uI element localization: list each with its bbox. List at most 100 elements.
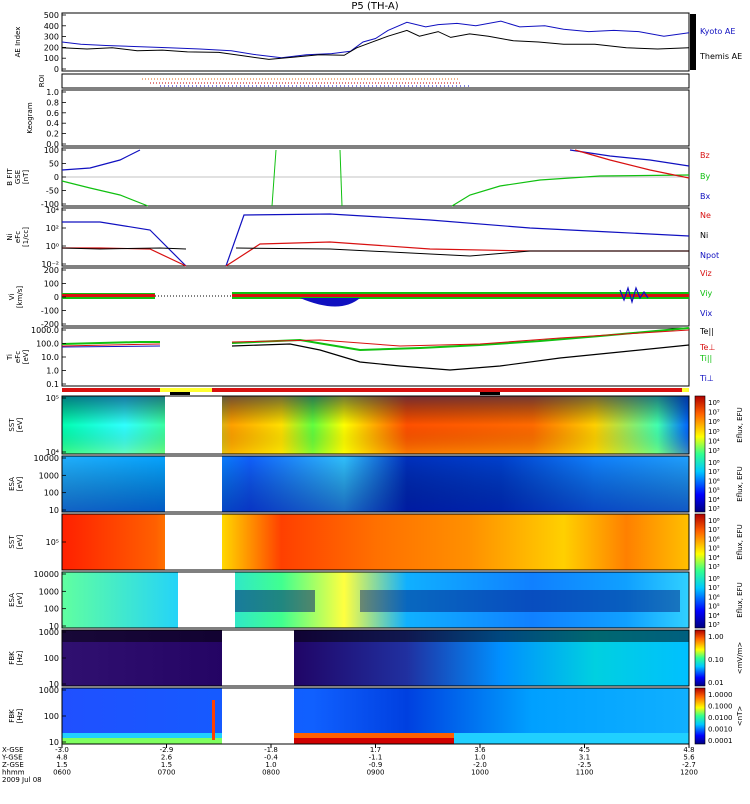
- colorbar-tick: 10⁷: [708, 409, 720, 417]
- panel-b-field: -100 -50 0 50 100 B FIT GSE [nT] Bz By Bx: [6, 146, 710, 209]
- xtick-label: -1.8: [264, 746, 278, 754]
- colorbar-label: <nT>: [736, 706, 744, 727]
- colorbar-tick: 10⁸: [708, 459, 720, 467]
- colorbar-tick: 10⁸: [708, 575, 720, 583]
- s3-ylabel-2: [eV]: [16, 534, 24, 549]
- ytick-label: -100: [41, 200, 59, 209]
- panel-density: 10⁻² 10⁰ 10² 10⁴ Ni eFc [1/cc] Ne Ni Npot: [6, 206, 719, 269]
- legend-ne: Ne: [700, 211, 711, 220]
- ytick-label: 1.0: [46, 367, 59, 376]
- ytick-label: -100: [41, 307, 59, 316]
- ytick-label: 10000: [34, 570, 59, 579]
- s4-ylabel-2: [eV]: [16, 592, 24, 607]
- colorbar-tick: 10⁴: [708, 612, 720, 620]
- legend-bx: Bx: [700, 192, 710, 201]
- xaxis-row-label: X-GSE: [2, 746, 24, 754]
- xtick-label: 0600: [53, 769, 71, 777]
- ytick-label: 0.2: [46, 130, 59, 139]
- xtick-label: 1.5: [161, 761, 172, 769]
- colorbar-tick: 10⁴: [708, 496, 720, 504]
- v-ylabel-2: [km/s]: [16, 286, 24, 309]
- colorbar-tick: 10³: [708, 563, 720, 571]
- ytick-label: 1000: [39, 628, 59, 637]
- ytick-label: 500: [44, 11, 59, 20]
- s4-ylabel-1: ESA: [8, 593, 16, 607]
- colorbar-tick: 1.00: [708, 633, 724, 641]
- colorbar-2: [694, 629, 706, 687]
- panel-esa-1: 10 100 1000 10000 ESA [eV]: [8, 454, 690, 515]
- colorbar-tick: 10³: [708, 447, 720, 455]
- s1-ylabel-1: SST: [8, 418, 16, 432]
- legend-viz: Viz: [700, 269, 712, 278]
- colorbar-label: Eflux, EFU: [736, 582, 744, 617]
- ytick-label: 10⁵: [46, 538, 59, 547]
- ytick-label: 300: [44, 33, 59, 42]
- t-ylabel-1: Ti: [6, 354, 14, 361]
- s3-ylabel-1: SST: [8, 535, 16, 549]
- xtick-label: 1.7: [370, 746, 381, 754]
- t-ylabel-3: [eV]: [22, 349, 30, 364]
- xaxis-row-label: Z-GSE: [2, 761, 24, 769]
- xtick-label: -2.5: [578, 761, 592, 769]
- ytick-label: 10.0: [41, 353, 59, 362]
- xtick-label: 1.0: [265, 761, 276, 769]
- xtick-label: 2.6: [161, 754, 173, 762]
- colorbar-tick: 10⁶: [708, 593, 720, 601]
- xtick-label: 0900: [367, 769, 385, 777]
- panel-esa-2: 10 100 1000 10000 ESA [eV]: [8, 570, 690, 631]
- legend-themis-ae: Themis AE: [699, 52, 742, 61]
- legend-by: By: [700, 172, 710, 181]
- colorbar-tick: 10⁵: [708, 487, 720, 495]
- ytick-label: 200: [44, 266, 59, 275]
- ytick-label: 1000: [39, 587, 59, 596]
- xtick-label: 1200: [680, 769, 698, 777]
- ytick-label: 100: [44, 146, 59, 155]
- ytick-label: 100: [44, 712, 59, 721]
- colorbar-tick: 10⁸: [708, 399, 720, 407]
- ytick-label: 100.0: [36, 340, 59, 349]
- f2-ylabel-2: [Hz]: [16, 709, 24, 724]
- panel-temperature: 0.1 1.0 10.0 100.0 1000.0 Ti eFc [eV] Te|| T…: [6, 326, 715, 389]
- ytick-label: 10000: [34, 454, 59, 463]
- colorbar-tick: 10⁸: [708, 517, 720, 525]
- colorbar-tick: 10⁵: [708, 428, 720, 436]
- ytick-label: 100: [44, 654, 59, 663]
- xtick-label: -2.7: [682, 761, 696, 769]
- ytick-label: 100: [44, 605, 59, 614]
- s2-ylabel-1: ESA: [8, 477, 16, 491]
- ytick-label: 10⁴: [46, 206, 59, 215]
- ytick-label: 0: [54, 65, 59, 74]
- ytick-label: 0.6: [46, 109, 59, 118]
- xtick-label: 0800: [262, 769, 280, 777]
- colorbar-tick: 10⁵: [708, 603, 720, 611]
- ytick-label: 1.0: [46, 88, 59, 97]
- xtick-label: -3.0: [55, 746, 69, 754]
- n-ylabel-2: eFc: [14, 231, 22, 243]
- ytick-label: 0: [54, 293, 59, 302]
- keogram-ylabel: Keogram: [26, 102, 34, 133]
- ytick-label: 1000: [39, 471, 59, 480]
- ytick-label: 10²: [46, 224, 59, 233]
- panel-fbk-2: 10 100 1000 FBK [Hz]: [8, 686, 690, 747]
- ytick-label: 100: [44, 280, 59, 289]
- xtick-label: 1.0: [474, 754, 485, 762]
- xtick-label: 1000: [471, 769, 489, 777]
- ytick-label: 100: [44, 489, 59, 498]
- s2-ylabel-2: [eV]: [16, 476, 24, 491]
- b-ylabel-1: B FIT: [6, 168, 14, 186]
- xtick-label: -0.9: [369, 761, 383, 769]
- panel-velocity: -200 -100 0 100 200 Vi [km/s] Viz Viy Vix: [8, 266, 713, 329]
- xtick-label: 1.5: [56, 761, 67, 769]
- colorbar-tick: 10⁵: [708, 545, 720, 553]
- colorbar-tick: 10⁴: [708, 437, 720, 445]
- legend-te-perp: Te⊥: [699, 343, 715, 352]
- legend-vix: Vix: [700, 309, 713, 318]
- ytick-label: 10⁰: [46, 242, 59, 251]
- xtick-label: 4.8: [56, 754, 67, 762]
- xtick-label: 1100: [576, 769, 594, 777]
- ytick-label: 1000: [39, 686, 59, 695]
- ytick-label: 10: [49, 738, 59, 747]
